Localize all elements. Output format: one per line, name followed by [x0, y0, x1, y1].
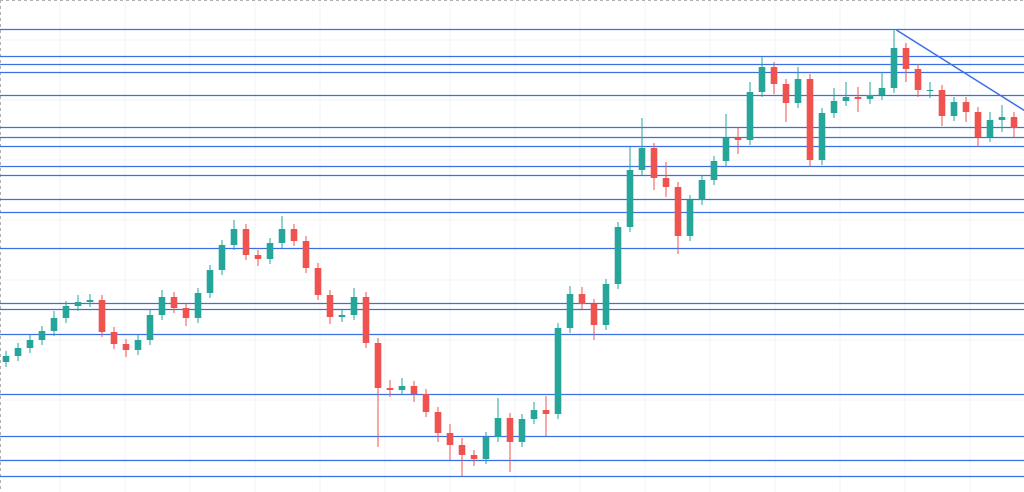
trend-line — [896, 29, 1024, 112]
candle-body — [614, 227, 622, 284]
candle-body — [410, 386, 418, 394]
candle-body — [938, 90, 946, 116]
candle-body — [110, 332, 118, 344]
candle-body — [170, 297, 178, 308]
candle-body — [506, 418, 514, 442]
candle-body — [434, 412, 442, 433]
candle-body — [578, 294, 586, 304]
candle-body — [386, 388, 394, 390]
candle-body — [842, 97, 850, 101]
candle-body — [926, 90, 934, 91]
candle-body — [854, 97, 862, 99]
candle-body — [182, 308, 190, 318]
candle-body — [698, 180, 706, 200]
candle-body — [470, 455, 478, 459]
candle-body — [254, 255, 262, 259]
candle-body — [266, 243, 274, 259]
candle-body — [806, 79, 814, 160]
candle-body — [14, 348, 22, 356]
candle-body — [314, 268, 322, 295]
candle-body — [818, 113, 826, 160]
candle-body — [362, 297, 370, 343]
candle-body — [38, 331, 46, 340]
candle-body — [1010, 117, 1018, 128]
candle-body — [542, 410, 550, 414]
candle-body — [686, 200, 694, 236]
candle-body — [830, 101, 838, 113]
candle-body — [458, 445, 466, 455]
candle-body — [962, 102, 970, 112]
candle-body — [590, 304, 598, 325]
candle-body — [494, 418, 502, 437]
candle-body — [398, 386, 406, 390]
candle-body — [638, 148, 646, 170]
candle-body — [338, 315, 346, 317]
candle-body — [974, 112, 982, 137]
candle-body — [374, 343, 382, 388]
candle-body — [674, 187, 682, 236]
candle-body — [146, 315, 154, 340]
candle-body — [98, 300, 106, 332]
candle-body — [950, 102, 958, 116]
candle-body — [74, 302, 82, 306]
candle-body — [134, 340, 142, 350]
candle-body — [50, 318, 58, 331]
candle-body — [446, 433, 454, 445]
candle-body — [866, 95, 874, 99]
candle-body — [566, 294, 574, 328]
candle-body — [242, 229, 250, 255]
candle-body — [902, 48, 910, 69]
candle-body — [758, 67, 766, 92]
candle-body — [602, 284, 610, 325]
candle-body — [326, 295, 334, 317]
candle-body — [86, 300, 94, 302]
candle-body — [350, 297, 358, 315]
candle-body — [554, 328, 562, 414]
candle-body — [194, 293, 202, 318]
candle-body — [230, 229, 238, 245]
candle-body — [794, 79, 802, 103]
candle-body — [278, 229, 286, 243]
candle-body — [770, 67, 778, 84]
candle-body — [218, 245, 226, 270]
candle-body — [626, 170, 634, 227]
candle-body — [530, 410, 538, 419]
candle-body — [746, 92, 754, 140]
candle-body — [782, 84, 790, 103]
candle-body — [302, 241, 310, 268]
candle-body — [710, 161, 718, 180]
candle-body — [62, 306, 70, 318]
candle-body — [734, 138, 742, 140]
candle-body — [518, 419, 526, 442]
candle-body — [878, 88, 886, 95]
candle-body — [890, 48, 898, 88]
candle-body — [650, 148, 658, 178]
candle-body — [998, 117, 1006, 120]
candle-body — [986, 120, 994, 137]
candle-body — [122, 344, 130, 350]
candle-body — [422, 394, 430, 412]
candle-body — [2, 356, 10, 362]
candle-body — [662, 178, 670, 187]
candle-body — [206, 270, 214, 293]
candle-body — [482, 437, 490, 459]
candle-body — [290, 229, 298, 241]
candle-body — [26, 340, 34, 348]
candle-body — [914, 69, 922, 90]
candle-body — [158, 297, 166, 315]
candle-body — [722, 138, 730, 161]
